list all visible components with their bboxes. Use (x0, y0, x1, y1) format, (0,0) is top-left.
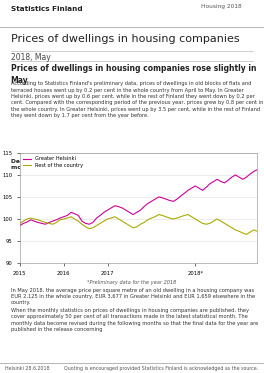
Greater Helsinki (256, 167, 259, 172)
Rest of the country (245, 232, 248, 236)
Text: When the monthly statistics on prices of dwellings in housing companies are publ: When the monthly statistics on prices of… (11, 308, 258, 332)
Rest of the country (157, 212, 160, 217)
Greater Helsinki (121, 206, 124, 210)
Greater Helsinki (205, 185, 208, 189)
Rest of the country (36, 217, 40, 222)
Legend: Greater Helsinki, Rest of the country: Greater Helsinki, Rest of the country (22, 156, 84, 169)
Text: Prices of dwellings in housing companies rose slightly in
May: Prices of dwellings in housing companies… (11, 64, 256, 85)
Rest of the country (18, 221, 21, 226)
Rest of the country (208, 221, 211, 226)
Rest of the country (91, 226, 95, 230)
Text: 2018, May: 2018, May (11, 53, 50, 62)
Line: Rest of the country: Rest of the country (20, 214, 257, 234)
Text: In May 2018, the average price per square metre of an old dwelling in a housing : In May 2018, the average price per squar… (11, 288, 255, 305)
Rest of the country (124, 221, 128, 226)
Greater Helsinki (77, 213, 80, 218)
Greater Helsinki (91, 220, 95, 225)
Text: *Preliminary data for the year 2018: *Preliminary data for the year 2018 (87, 280, 177, 285)
Greater Helsinki (238, 175, 241, 179)
Text: According to Statistics Finland's preliminary data, prices of dwellings in old b: According to Statistics Finland's prelim… (11, 81, 263, 118)
Line: Greater Helsinki: Greater Helsinki (20, 170, 257, 226)
Text: Quoting is encouraged provided Statistics Finland is acknowledged as the source.: Quoting is encouraged provided Statistic… (64, 366, 259, 371)
Rest of the country (121, 219, 124, 223)
Text: Housing 2018: Housing 2018 (201, 4, 241, 9)
Text: Development of prices of old dwellings in housing companies by
month, index 2015: Development of prices of old dwellings i… (11, 159, 229, 170)
Text: Statistics Finland: Statistics Finland (11, 6, 82, 12)
Greater Helsinki (55, 217, 58, 222)
Text: Helsinki 28.6.2018: Helsinki 28.6.2018 (5, 366, 50, 371)
Greater Helsinki (18, 223, 21, 228)
Rest of the country (256, 229, 259, 233)
Text: Prices of dwellings in housing companies: Prices of dwellings in housing companies (11, 34, 239, 44)
Rest of the country (77, 219, 80, 223)
